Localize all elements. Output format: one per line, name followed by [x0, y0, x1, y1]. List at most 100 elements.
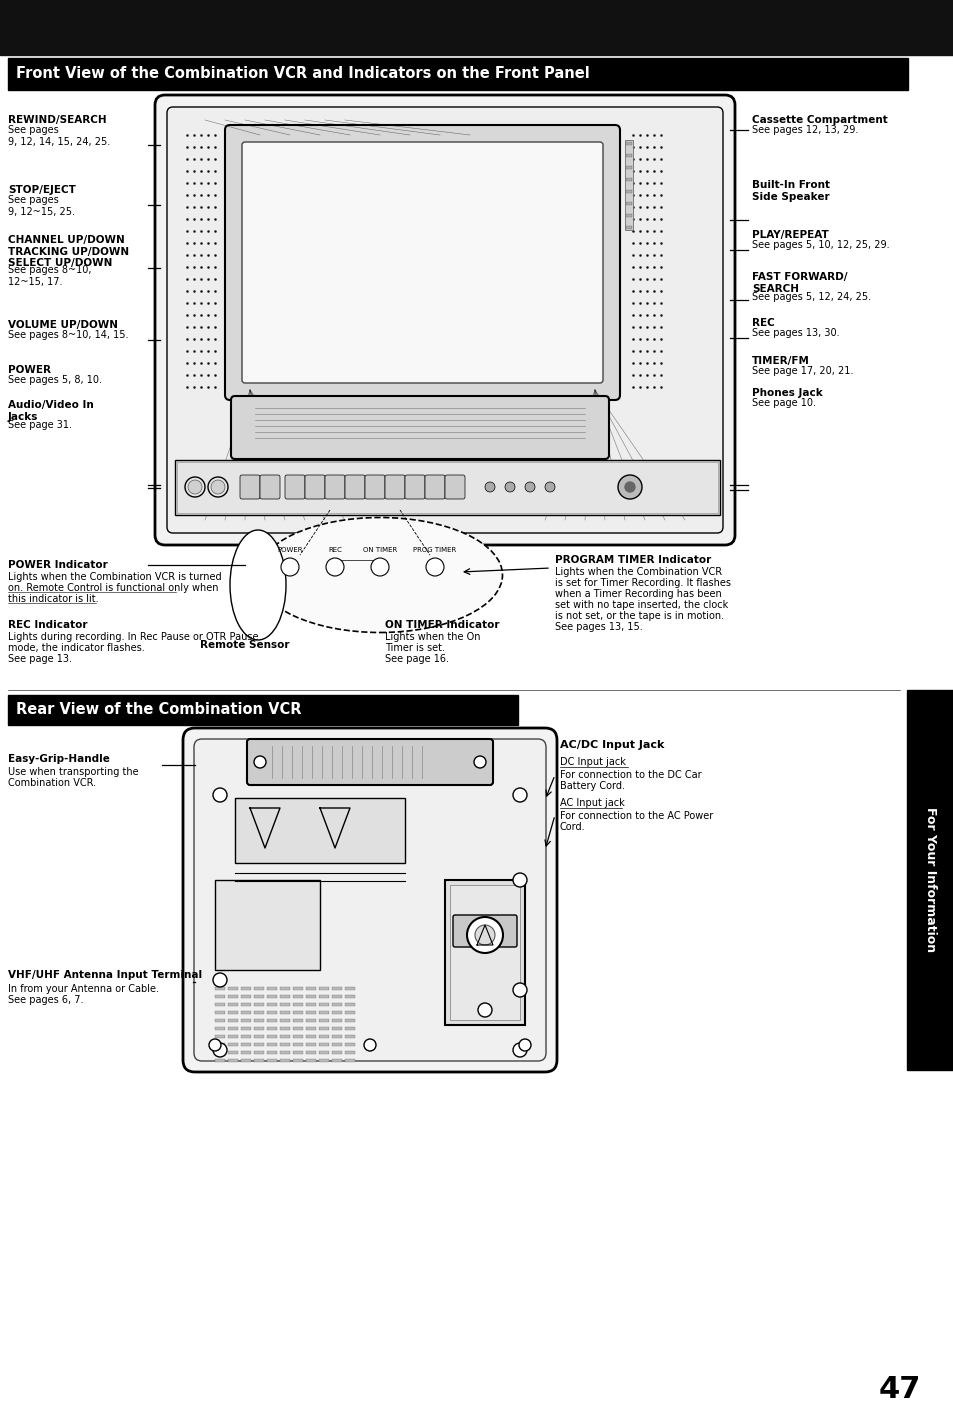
FancyBboxPatch shape [424, 474, 444, 498]
FancyBboxPatch shape [240, 474, 260, 498]
Text: on. Remote Control is functional only when: on. Remote Control is functional only wh… [8, 583, 218, 593]
Bar [280, 1026, 290, 1031]
Bar [332, 987, 341, 990]
Circle shape [475, 925, 495, 945]
Circle shape [213, 973, 227, 987]
Bar [214, 1043, 225, 1046]
Text: Cassette Compartment: Cassette Compartment [751, 115, 887, 125]
Bar [450, 886, 519, 1019]
Bar [267, 1019, 276, 1022]
Text: is not set, or the tape is in motion.: is not set, or the tape is in motion. [555, 611, 723, 621]
Bar [318, 1026, 329, 1031]
Text: FAST FORWARD/
SEARCH: FAST FORWARD/ SEARCH [751, 272, 846, 294]
Bar [306, 995, 315, 998]
Circle shape [518, 1039, 531, 1050]
Text: Audio/Video In
Jacks: Audio/Video In Jacks [8, 400, 93, 421]
Text: CHANNEL UP/DOWN
TRACKING UP/DOWN
SELECT UP/DOWN: CHANNEL UP/DOWN TRACKING UP/DOWN SELECT … [8, 235, 129, 268]
Circle shape [504, 482, 515, 491]
Bar [625, 201, 631, 206]
Text: Combination VCR.: Combination VCR. [8, 779, 96, 788]
Bar [293, 987, 303, 990]
FancyBboxPatch shape [183, 728, 557, 1071]
Bar [267, 1050, 276, 1055]
Text: STOP/EJECT: STOP/EJECT [8, 184, 76, 194]
Bar [444, 880, 524, 1025]
Text: See page 17, 20, 21.: See page 17, 20, 21. [751, 366, 853, 376]
Bar [267, 1026, 276, 1031]
FancyBboxPatch shape [325, 474, 345, 498]
Text: POWER: POWER [277, 546, 302, 553]
Bar [228, 1026, 237, 1031]
Circle shape [213, 788, 227, 803]
Text: For connection to the DC Car: For connection to the DC Car [559, 770, 700, 780]
Text: AC Input jack: AC Input jack [559, 798, 624, 808]
Circle shape [185, 477, 205, 497]
Bar [318, 1050, 329, 1055]
Text: REC: REC [751, 318, 774, 328]
Bar [253, 1026, 264, 1031]
Bar [625, 190, 631, 193]
Bar [306, 1011, 315, 1014]
Bar [293, 1050, 303, 1055]
Bar [267, 987, 276, 990]
Bar [177, 462, 718, 513]
Bar [267, 1059, 276, 1062]
Bar [332, 1002, 341, 1005]
Circle shape [513, 873, 526, 887]
Text: REC Indicator: REC Indicator [8, 620, 88, 629]
Bar [241, 987, 251, 990]
Bar [253, 1011, 264, 1014]
Bar [280, 1059, 290, 1062]
Bar [306, 1059, 315, 1062]
Bar [241, 1002, 251, 1005]
Text: this indicator is lit.: this indicator is lit. [8, 594, 98, 604]
Circle shape [474, 756, 485, 767]
FancyBboxPatch shape [225, 125, 619, 400]
Circle shape [484, 482, 495, 491]
Text: REWIND/SEARCH: REWIND/SEARCH [8, 115, 107, 125]
Bar [214, 1019, 225, 1022]
Text: Lights when the Combination VCR is turned: Lights when the Combination VCR is turne… [8, 572, 221, 582]
Bar [228, 1002, 237, 1005]
Bar [306, 1035, 315, 1038]
Circle shape [364, 1039, 375, 1050]
Bar [228, 987, 237, 990]
Circle shape [426, 558, 443, 576]
Text: See pages 8~10,
12~15, 17.: See pages 8~10, 12~15, 17. [8, 265, 91, 287]
Text: REC: REC [328, 546, 341, 553]
Text: ON TIMER Indicator: ON TIMER Indicator [385, 620, 499, 629]
Text: Easy-Grip-Handle: Easy-Grip-Handle [8, 755, 110, 765]
Bar [280, 995, 290, 998]
Bar [253, 1002, 264, 1005]
Text: is set for Timer Recording. It flashes: is set for Timer Recording. It flashes [555, 579, 730, 589]
Bar [332, 1011, 341, 1014]
Bar [293, 1059, 303, 1062]
Text: Lights during recording. In Rec Pause or OTR Pause: Lights during recording. In Rec Pause or… [8, 632, 258, 642]
Text: Phones Jack: Phones Jack [751, 389, 821, 398]
Bar [332, 1059, 341, 1062]
Bar [253, 1043, 264, 1046]
Bar [214, 1059, 225, 1062]
Bar [214, 880, 319, 970]
FancyBboxPatch shape [345, 474, 365, 498]
Circle shape [188, 480, 202, 494]
Bar [280, 1002, 290, 1005]
Circle shape [624, 482, 635, 491]
Text: TIMER/FM: TIMER/FM [751, 356, 809, 366]
Bar [906, 690, 953, 1070]
Text: Remote Sensor: Remote Sensor [200, 641, 290, 650]
Bar [253, 995, 264, 998]
FancyBboxPatch shape [167, 107, 722, 534]
Bar [267, 1011, 276, 1014]
FancyBboxPatch shape [365, 474, 385, 498]
Bar [293, 1011, 303, 1014]
Bar [625, 142, 631, 145]
Ellipse shape [230, 529, 286, 641]
Text: Front View of the Combination VCR and Indicators on the Front Panel: Front View of the Combination VCR and In… [16, 66, 589, 82]
Text: ON TIMER: ON TIMER [362, 546, 396, 553]
Bar [8, 58, 907, 90]
Bar [280, 1019, 290, 1022]
FancyBboxPatch shape [231, 396, 608, 459]
Text: VOLUME UP/DOWN: VOLUME UP/DOWN [8, 320, 118, 329]
FancyBboxPatch shape [444, 474, 464, 498]
